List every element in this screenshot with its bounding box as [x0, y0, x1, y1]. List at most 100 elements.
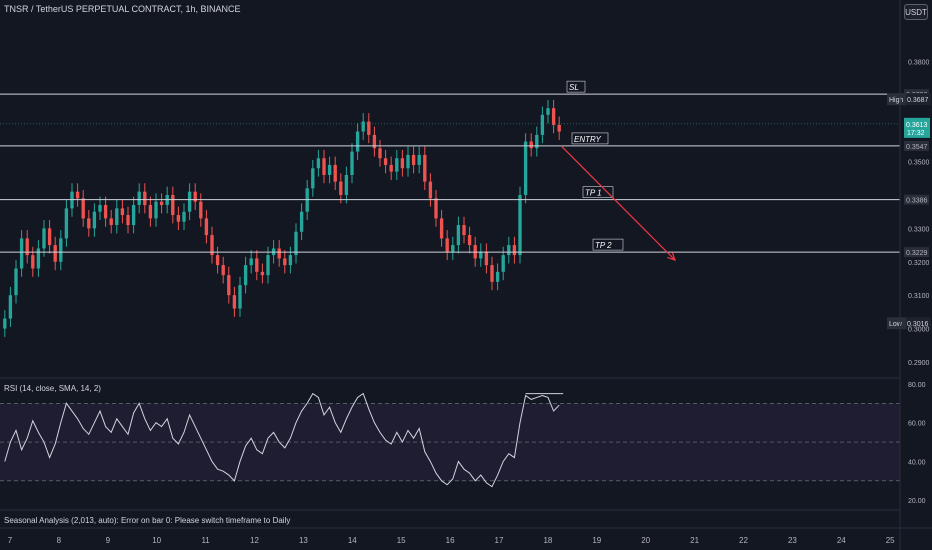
price-tick-label: 0.3200: [908, 260, 930, 267]
candle: [199, 193, 203, 227]
time-tick-label: 10: [152, 536, 161, 545]
candle: [316, 149, 321, 177]
level-label: ENTRY: [574, 135, 601, 144]
candle: [350, 143, 354, 184]
candle-body: [243, 265, 248, 286]
candle-body: [518, 195, 522, 256]
time-axis[interactable]: 7 8 9 10 11 12 13 14 15 16 17 18 19 20 21 22 23 24 25: [8, 536, 895, 545]
candle: [204, 210, 209, 244]
candle: [14, 260, 18, 304]
candle: [484, 243, 489, 274]
candle: [187, 183, 192, 221]
time-tick-label: 7: [8, 536, 13, 545]
candle-body: [501, 255, 505, 272]
candle-body: [238, 285, 242, 309]
candle-body: [227, 275, 231, 296]
candle-body: [462, 225, 466, 236]
candle-body: [92, 211, 97, 229]
trend-arrow-line[interactable]: [560, 145, 676, 261]
candle: [333, 156, 337, 190]
candle-body: [479, 251, 483, 259]
candle-body: [434, 198, 438, 219]
marker-price-box: [906, 93, 931, 106]
candle: [445, 230, 449, 261]
candle: [406, 146, 410, 177]
rsi-line: [4, 392, 560, 488]
candle: [372, 126, 377, 157]
candle-body: [277, 248, 281, 259]
candle: [344, 166, 349, 204]
marker-tag: [887, 317, 906, 330]
candle-body: [187, 191, 192, 212]
candle-body: [19, 238, 24, 269]
candle: [327, 156, 332, 184]
level-label-box: [582, 186, 614, 198]
candles: [3, 99, 561, 337]
candle: [367, 113, 371, 144]
candle-body: [193, 191, 197, 202]
candle: [137, 183, 141, 214]
price-tick-label: 0.3100: [908, 293, 930, 300]
level-label-box: [571, 132, 609, 145]
candle: [439, 210, 444, 247]
candle-body: [311, 168, 315, 189]
candle: [260, 263, 265, 284]
candle-body: [383, 158, 388, 165]
candle: [322, 149, 326, 184]
candle-body: [159, 201, 164, 206]
level-price-label: 0.3386: [906, 198, 928, 205]
candle-body: [507, 245, 511, 256]
candle: [288, 246, 293, 274]
candle-body: [529, 141, 533, 149]
candle: [283, 250, 287, 274]
candle-body: [64, 208, 69, 239]
candle: [535, 126, 539, 157]
candle-body: [8, 295, 13, 319]
candle: [249, 250, 253, 274]
candle-body: [423, 154, 427, 182]
candle: [215, 246, 220, 274]
candle: [378, 139, 382, 167]
candle-body: [148, 205, 153, 219]
candle-body: [417, 154, 421, 165]
candle: [176, 206, 181, 231]
marker-price: 0.3687: [907, 97, 929, 104]
rsi-title: RSI (14, close, SMA, 14, 2): [4, 384, 101, 393]
time-tick-label: 8: [57, 536, 62, 545]
marker-price-box: [906, 317, 931, 330]
candle: [277, 240, 281, 267]
candle-body: [540, 114, 545, 135]
time-tick-label: 21: [690, 536, 699, 545]
candle: [59, 230, 63, 271]
candle: [456, 216, 461, 254]
candle: [417, 146, 421, 174]
time-tick-label: 15: [397, 536, 406, 545]
candle-body: [484, 251, 489, 266]
level-price-label: 0.3547: [906, 144, 928, 151]
candle-body: [456, 225, 461, 246]
currency-button[interactable]: USDT: [904, 4, 928, 20]
candle-body: [182, 211, 186, 222]
candle-body: [266, 255, 270, 276]
candle-body: [428, 181, 433, 199]
price-tick-label: 0.3300: [908, 226, 930, 233]
candle: [25, 230, 29, 264]
last-price-box: [904, 117, 930, 138]
candle: [355, 123, 360, 160]
candle: [148, 196, 153, 227]
price-axis[interactable]: 0.3800 0.3500 0.3300 0.3200 0.3100 0.3000 0.29…: [908, 59, 930, 367]
level-label-box: [566, 80, 586, 93]
candle: [126, 206, 130, 234]
candle-body: [143, 191, 147, 206]
candle: [361, 113, 365, 140]
candle: [467, 226, 472, 254]
candle-body: [389, 164, 393, 172]
candle: [395, 149, 399, 180]
candle-body: [221, 265, 225, 276]
time-tick-label: 20: [641, 536, 650, 545]
marker-label: Low: [889, 321, 903, 328]
level-price-label: 0.3229: [906, 250, 928, 257]
candle-body: [31, 255, 35, 269]
time-tick-label: 18: [543, 536, 552, 545]
